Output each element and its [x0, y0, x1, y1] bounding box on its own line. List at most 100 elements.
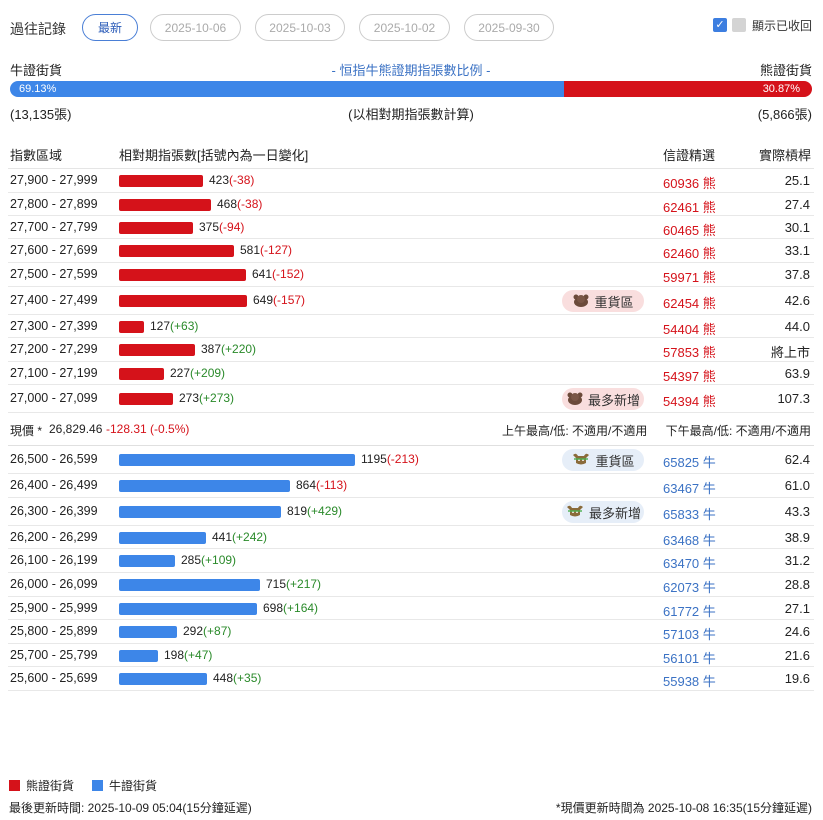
row-range: 27,200 - 27,299 — [10, 342, 98, 356]
row-count: 387 — [201, 342, 222, 356]
row-range: 26,000 - 26,099 — [10, 577, 98, 591]
table-row: 26,200 - 26,299 441(+242) 63468 牛 38.9 — [8, 526, 814, 549]
warrant-link[interactable]: 62073 牛 — [663, 580, 716, 595]
table-row: 27,900 - 27,999 423(-38) 60936 熊 25.1 — [8, 169, 814, 193]
row-count: 581 — [240, 243, 261, 257]
chip-date-4[interactable]: 2025-09-30 — [464, 14, 554, 41]
legend-bull-label: 牛證街貨 — [109, 779, 158, 793]
row-change: (-38) — [229, 173, 255, 187]
row-value: 468(-38) — [217, 197, 262, 211]
legend-bear-swatch — [9, 780, 20, 791]
row-range: 27,800 - 27,899 — [10, 197, 98, 211]
chip-date-3[interactable]: 2025-10-02 — [359, 14, 450, 41]
bull-bar — [119, 555, 175, 567]
warrant-link[interactable]: 61772 牛 — [663, 604, 716, 619]
bull-bar — [119, 603, 257, 615]
row-leverage: 24.6 — [784, 624, 810, 639]
bull-tag: 重貨區 — [562, 449, 644, 471]
bear-bar — [119, 295, 247, 307]
row-count: 448 — [213, 671, 234, 685]
chip-latest[interactable]: 最新 — [82, 14, 138, 41]
row-leverage: 43.3 — [784, 504, 810, 519]
warrant-link[interactable]: 60465 熊 — [663, 223, 716, 238]
row-range: 26,200 - 26,299 — [10, 530, 98, 544]
warrant-link[interactable]: 62461 熊 — [663, 200, 716, 215]
chip-date-1[interactable]: 2025-10-06 — [150, 14, 241, 41]
row-value: 227(+209) — [170, 366, 225, 380]
checkbox-checked-icon[interactable]: ✓ — [713, 18, 727, 32]
row-leverage: 44.0 — [784, 319, 810, 334]
warrant-link[interactable]: 54397 熊 — [663, 369, 716, 384]
warrant-link[interactable]: 55938 牛 — [663, 674, 716, 689]
warrant-link[interactable]: 62454 熊 — [663, 296, 716, 311]
warrant-link[interactable]: 59971 熊 — [663, 270, 716, 285]
table-row: 26,400 - 26,499 864(-113) 63467 牛 61.0 — [8, 474, 814, 498]
bear-tag: 重貨區 — [562, 290, 644, 312]
warrant-link[interactable]: 65825 牛 — [663, 455, 716, 470]
checkbox-unchecked-icon[interactable] — [732, 18, 746, 32]
warrant-link[interactable]: 63470 牛 — [663, 556, 716, 571]
row-leverage: 33.1 — [784, 243, 810, 258]
ratio-bull-segment: 69.13% — [10, 81, 565, 97]
row-range: 25,600 - 25,699 — [10, 671, 98, 685]
bear-icon — [566, 391, 584, 408]
legend-bull-swatch — [92, 780, 104, 791]
warrant-link[interactable]: 65833 牛 — [663, 507, 716, 522]
bull-count: (13,135張) — [10, 107, 72, 122]
ratio-header: - 恒指牛熊證期指張數比例 - 牛證街貨 熊證街貨 — [10, 60, 812, 78]
bear-rows: 27,900 - 27,999 423(-38) 60936 熊 25.1 27,800… — [8, 169, 814, 413]
row-change: (-157) — [273, 293, 306, 307]
row-leverage: 19.6 — [784, 671, 810, 686]
row-range: 26,500 - 26,599 — [10, 452, 98, 466]
row-change: (-113) — [316, 478, 348, 492]
row-range: 27,900 - 27,999 — [10, 173, 98, 187]
warrant-link[interactable]: 62460 熊 — [663, 246, 716, 261]
header-leverage: 實際槓桿 — [758, 148, 811, 163]
bear-bar — [119, 199, 211, 211]
table-row: 27,100 - 27,199 227(+209) 54397 熊 63.9 — [8, 362, 814, 385]
row-count: 292 — [183, 624, 204, 638]
row-value: 698(+164) — [263, 601, 318, 615]
warrant-link[interactable]: 54404 熊 — [663, 322, 716, 337]
warrant-link[interactable]: 57103 牛 — [663, 627, 716, 642]
warrant-link[interactable]: 60936 熊 — [663, 176, 716, 191]
row-leverage: 21.6 — [784, 648, 810, 663]
warrant-link[interactable]: 63467 牛 — [663, 481, 716, 496]
bear-bar — [119, 269, 246, 281]
row-count: 819 — [287, 504, 308, 518]
row-change: (+47) — [184, 648, 213, 662]
table-row: 25,800 - 25,899 292(+87) 57103 牛 24.6 — [8, 620, 814, 644]
bull-icon — [571, 452, 591, 469]
history-label: 過往記錄 — [10, 21, 66, 37]
tag-label: 重貨區 — [595, 453, 635, 469]
row-value: 273(+273) — [179, 391, 234, 405]
bear-icon — [572, 293, 590, 310]
table-row: 25,600 - 25,699 448(+35) 55938 牛 19.6 — [8, 667, 814, 691]
row-count: 441 — [212, 530, 233, 544]
row-count: 641 — [252, 267, 273, 281]
ratio-bear-segment: 30.87% — [564, 81, 812, 97]
row-change: (+109) — [201, 553, 237, 567]
warrant-link[interactable]: 56101 牛 — [663, 651, 716, 666]
row-value: 581(-127) — [240, 243, 292, 257]
row-count: 698 — [263, 601, 284, 615]
row-range: 26,100 - 26,199 — [10, 553, 98, 567]
row-leverage: 28.8 — [784, 577, 810, 592]
row-change: (-127) — [260, 243, 293, 257]
row-count: 715 — [266, 577, 287, 591]
row-value: 387(+220) — [201, 342, 256, 356]
row-leverage: 30.1 — [784, 220, 810, 235]
row-leverage: 61.0 — [784, 478, 810, 493]
ratio-title: - 恒指牛熊證期指張數比例 - — [331, 63, 491, 78]
warrant-link[interactable]: 63468 牛 — [663, 533, 716, 548]
row-leverage: 42.6 — [784, 293, 810, 308]
warrant-link[interactable]: 54394 熊 — [663, 394, 716, 409]
last-update: 最後更新時間: 2025-10-09 05:04(15分鐘延遲) — [9, 801, 252, 815]
row-range: 25,700 - 25,799 — [10, 648, 98, 662]
row-change: (+220) — [221, 342, 257, 356]
chip-date-2[interactable]: 2025-10-03 — [255, 14, 345, 41]
bull-bar — [119, 673, 207, 685]
am-high-low: 上午最高/低: 不適用/不適用 — [502, 424, 648, 438]
warrant-link[interactable]: 57853 熊 — [663, 345, 716, 360]
bear-bar — [119, 245, 234, 257]
